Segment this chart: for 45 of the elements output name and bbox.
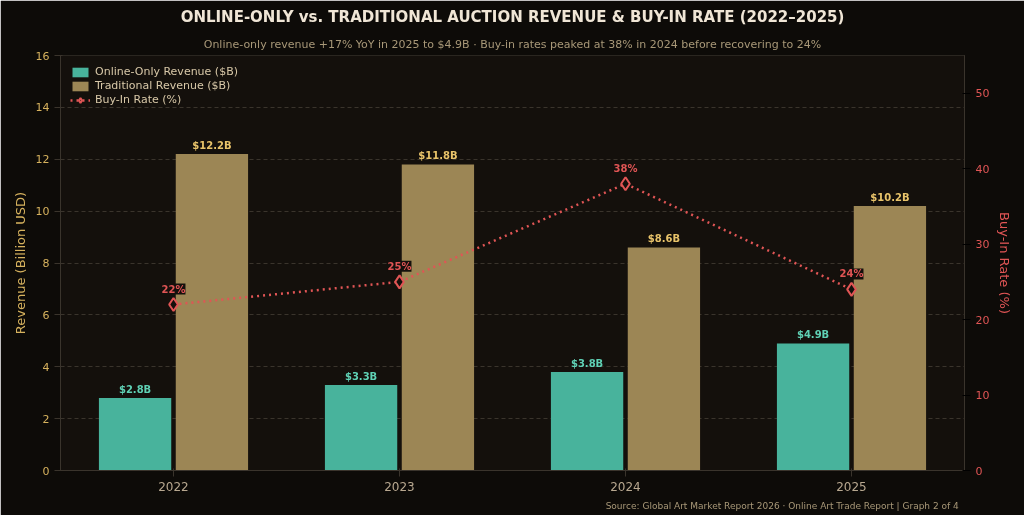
y2-tick-label: 10 <box>975 389 990 403</box>
x-tick-label: 2022 <box>158 479 189 494</box>
x-tick-label: 2025 <box>836 479 867 494</box>
bar <box>627 247 701 471</box>
data-label: 24% <box>839 268 864 280</box>
bar <box>776 343 850 471</box>
x-tick-label: 2024 <box>610 479 641 494</box>
data-label: $3.3B <box>344 370 378 382</box>
data-label: $10.2B <box>870 191 910 203</box>
point <box>168 297 179 312</box>
legend-label: Buy-In Rate (%) <box>95 93 182 106</box>
x-tick-label: 2023 <box>384 479 415 494</box>
y2-tick-label: 0 <box>975 464 983 478</box>
y-axis-title: Revenue (Billion USD) <box>12 191 28 335</box>
bar <box>324 384 398 471</box>
legend-label: Traditional Revenue ($B) <box>95 79 231 92</box>
y2-axis-title: Buy-In Rate (%) <box>997 212 1013 314</box>
bar <box>550 371 624 471</box>
y-tick-label: 16 <box>35 49 50 63</box>
chart-title: ONLINE-ONLY vs. TRADITIONAL AUCTION REVENUE & BUY-IN RATE (2022–2025) <box>180 7 845 26</box>
y-tick-label: 12 <box>35 153 50 167</box>
data-label: $12.2B <box>192 140 232 152</box>
data-label: $2.8B <box>118 383 152 395</box>
y2-tick-label: 40 <box>975 162 990 176</box>
y-tick-label: 8 <box>42 257 50 270</box>
source-note: Source: Global Art Market Report 2026 · Online Art Trade Report | Graph 2 of 4 <box>605 500 960 511</box>
y2-tick-label: 30 <box>975 238 990 252</box>
y2-tick-label: 50 <box>975 87 990 101</box>
bar <box>98 397 172 471</box>
legend-label: Online-Only Revenue ($B) <box>95 65 238 78</box>
data-label: $3.8B <box>570 357 604 369</box>
data-label: $8.6B <box>647 233 681 245</box>
chart-subtitle: Online-only revenue +17% YoY in 2025 to $4.9B · Buy-in rates peaked at 38% in 2024 before recovering to 24% <box>203 37 822 51</box>
y-tick-label: 14 <box>35 101 50 115</box>
y-tick-label: 2 <box>42 412 50 426</box>
data-label: 22% <box>161 283 186 295</box>
y-tick-label: 0 <box>42 464 50 478</box>
y2-tick-label: 20 <box>975 313 990 327</box>
data-label: $4.9B <box>796 329 830 341</box>
y-tick-label: 6 <box>42 308 50 322</box>
data-label: $11.8B <box>418 150 458 162</box>
data-label: 38% <box>613 162 638 174</box>
y-tick-label: 4 <box>42 360 50 374</box>
y-tick-label: 10 <box>35 205 50 219</box>
data-label: 25% <box>387 260 412 272</box>
